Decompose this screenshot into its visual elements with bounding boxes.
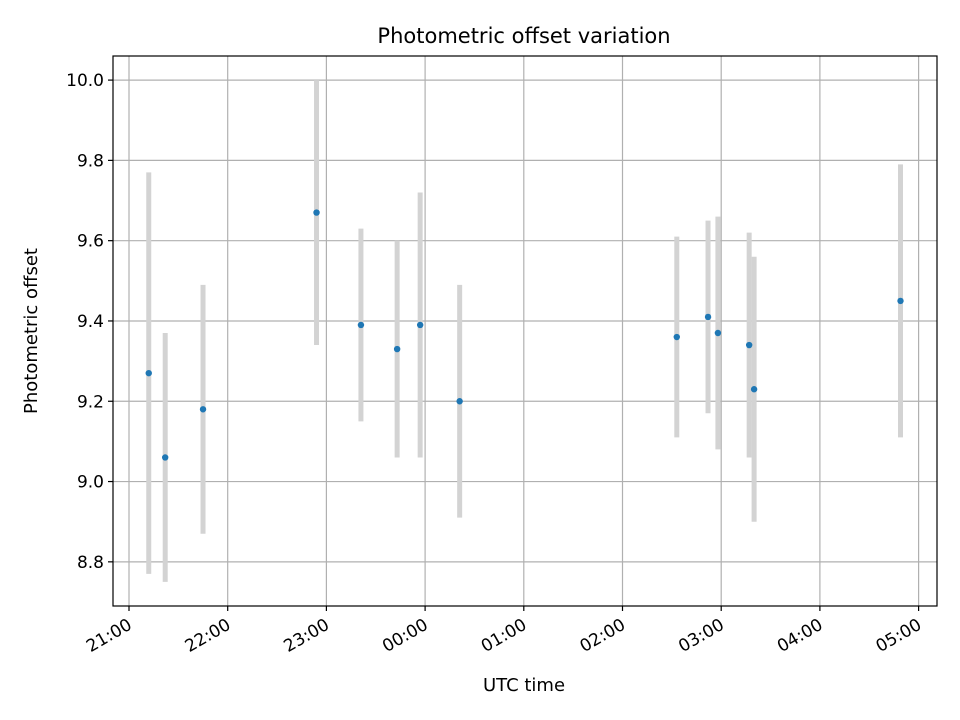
data-point [416, 321, 424, 329]
y-tick-label: 9.0 [77, 473, 104, 493]
x-tick-label: 21:00 [83, 615, 135, 657]
y-tick-label: 9.2 [77, 392, 104, 412]
x-tick-label: 03:00 [675, 615, 727, 657]
data-point [393, 345, 401, 353]
y-tick-label: 9.4 [77, 312, 104, 332]
data-point [145, 369, 152, 377]
x-tick-label: 23:00 [280, 615, 332, 657]
chart-title: Photometric offset variation [377, 24, 670, 48]
x-tick-label: 22:00 [182, 615, 234, 657]
data-point [673, 333, 680, 341]
data-points [145, 209, 904, 461]
data-point [456, 398, 463, 405]
data-point [313, 209, 320, 216]
data-point [750, 386, 758, 393]
x-axis-title: UTC time [483, 675, 565, 696]
y-tick-label: 9.6 [77, 232, 104, 252]
x-tick-label: 00:00 [379, 615, 431, 657]
data-point [745, 341, 753, 349]
data-point [704, 313, 712, 321]
plot-frame [112, 55, 938, 607]
y-axis-title: Photometric offset [21, 248, 42, 414]
errorbars [146, 80, 904, 582]
x-tick-label: 02:00 [577, 615, 629, 657]
y-tick-label: 8.8 [77, 553, 104, 573]
x-tick-label: 04:00 [774, 615, 826, 657]
data-point [199, 406, 207, 413]
x-axis: 21:00 22:00 23:00 00:00 01:00 02:00 03:00 04:00… [83, 606, 925, 657]
data-point [357, 321, 365, 329]
data-point [161, 454, 169, 461]
grid [113, 56, 937, 606]
data-point [897, 297, 904, 305]
x-tick-label: 01:00 [478, 615, 530, 657]
y-tick-label: 9.8 [77, 151, 104, 171]
data-point [714, 329, 722, 337]
y-tick-label: 10.0 [66, 71, 104, 91]
y-axis: 8.8 9.0 9.2 9.4 9.6 9.8 10.0 [66, 71, 113, 573]
x-tick-label: 05:00 [873, 615, 925, 657]
